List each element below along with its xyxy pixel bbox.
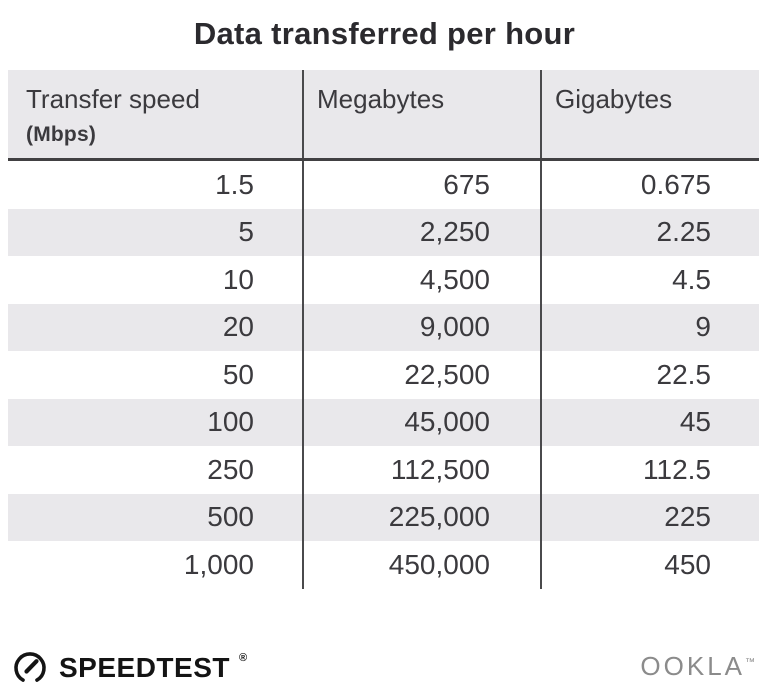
table-cell: 2.25	[540, 208, 759, 256]
ookla-logo: OOKLA™	[640, 651, 755, 682]
table-cell: 5	[238, 216, 254, 248]
table-cell: 225	[540, 493, 759, 541]
table-cell: 4.5	[540, 256, 759, 304]
table-cell: 1,000	[183, 548, 254, 580]
table-cell: 2,250	[302, 208, 540, 256]
table-cell: 450,000	[302, 541, 540, 589]
table-cell: 22.5	[540, 351, 759, 399]
column-header-gigabytes: Gigabytes	[540, 70, 759, 158]
table-cell: 100	[207, 406, 254, 438]
table-cell: 450	[540, 541, 759, 589]
table-cell: 112.5	[540, 446, 759, 494]
table-cell: 675	[302, 161, 540, 209]
table-cell: 20	[222, 311, 254, 343]
table-cell: 250	[207, 453, 254, 485]
table-cell: 50	[222, 358, 254, 390]
table-cell: 22,500	[302, 351, 540, 399]
header-label: Gigabytes	[555, 84, 673, 114]
table-cell: 1.5	[215, 168, 254, 200]
table-row: 5 2,250 2.25	[8, 208, 759, 256]
table-row: 1,000 450,000 450	[8, 541, 759, 589]
table-row: 100 45,000 45	[8, 398, 759, 446]
speedtest-logo: SPEEDTEST ®	[10, 648, 247, 688]
table-header-row: Transfer speed (Mbps) Megabytes Gigabyte…	[8, 70, 759, 161]
table-cell: 9	[540, 303, 759, 351]
table-row: 10 4,500 4.5	[8, 256, 759, 304]
table-row: 20 9,000 9	[8, 303, 759, 351]
table-cell: 0.675	[540, 161, 759, 209]
table-cell: 45	[540, 398, 759, 446]
column-header-transfer-speed: Transfer speed (Mbps)	[8, 70, 302, 158]
table-row: 250 112,500 112.5	[8, 446, 759, 494]
table-cell: 112,500	[302, 446, 540, 494]
table-cell: 4,500	[302, 256, 540, 304]
header-label: Transfer speed	[26, 84, 200, 114]
table-cell: 45,000	[302, 398, 540, 446]
table-row: 500 225,000 225	[8, 493, 759, 541]
registered-trademark-symbol: ®	[238, 652, 248, 664]
table-row: 1.5 675 0.675	[8, 161, 759, 209]
header-unit-label: (Mbps)	[26, 123, 97, 147]
speedometer-gauge-icon	[14, 652, 46, 682]
table-cell: 10	[222, 263, 254, 295]
column-header-megabytes: Megabytes	[302, 70, 540, 158]
header-label: Megabytes	[317, 84, 445, 114]
table-cell: 500	[207, 501, 254, 533]
chart-title: Data transferred per hour	[193, 16, 576, 51]
table-row: 50 22,500 22.5	[8, 351, 759, 399]
ookla-wordmark: OOKLA	[640, 651, 745, 681]
table-cell: 9,000	[302, 303, 540, 351]
table-body: 1.5 675 0.675 5 2,250 2.25 10 4,500 4.5 20 9,000 9 5…	[8, 161, 759, 589]
speedtest-wordmark: SPEEDTEST	[59, 652, 230, 683]
table-cell: 225,000	[302, 493, 540, 541]
trademark-symbol: ™	[745, 657, 755, 668]
data-table: Transfer speed (Mbps) Megabytes Gigabyte…	[8, 70, 759, 589]
